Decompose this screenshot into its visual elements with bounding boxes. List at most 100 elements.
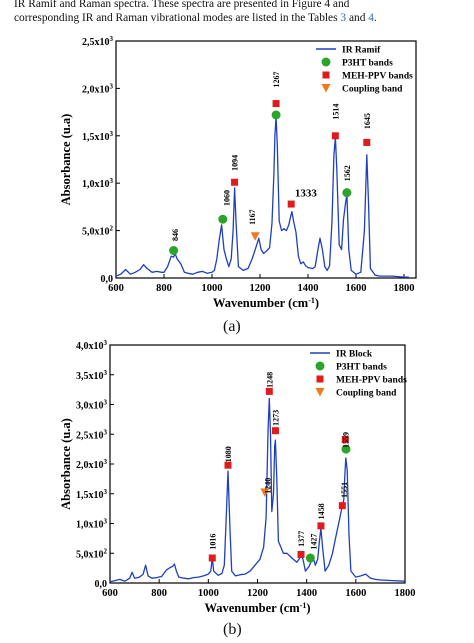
- x-tick-label: 1000: [202, 283, 223, 294]
- p3ht-band-marker: [315, 361, 325, 371]
- y-tick-label: 3,0x103: [76, 399, 108, 412]
- p3ht-band-marker: [169, 246, 179, 256]
- meh-ppv-band-marker: [338, 502, 346, 510]
- peak-label: 1458: [317, 503, 326, 519]
- x-tick-label: 1200: [250, 283, 271, 294]
- peak-label: 1514: [331, 104, 340, 120]
- plot-frame: [115, 40, 417, 279]
- y-tick-label: 1,0x103: [76, 518, 108, 531]
- y-tick-label: 2,0x103: [82, 82, 114, 95]
- y-tick-label: 0,0: [101, 274, 114, 285]
- peak-label: 1377: [297, 531, 306, 547]
- intro-line-2-mid: and: [346, 12, 369, 24]
- y-tick-label: 2,5x103: [76, 428, 108, 441]
- legend-entry-label: P3HT bands: [336, 363, 387, 373]
- peak-label: 1645: [363, 113, 372, 129]
- x-tick-label: 1000: [198, 588, 219, 599]
- peak-label: 1167: [248, 209, 257, 225]
- legend-entry-label: MEH-PPV bands: [342, 72, 413, 82]
- peak-label: 1248: [265, 372, 274, 388]
- meh-ppv-band-marker: [316, 375, 324, 383]
- chart-ir-ramif: 600 800 1000 1200 1400 1600 1800 0,0 5,0x102 1,0x…: [59, 35, 417, 310]
- y-tick-label: 1,5x103: [82, 130, 114, 143]
- p3ht-band-marker: [218, 214, 228, 224]
- y-axis-label: Absorbance (u.a): [59, 418, 73, 510]
- p3ht-band-marker: [321, 57, 331, 67]
- peak-label: 1240: [263, 478, 272, 494]
- y-tick-label: 2,0x103: [76, 458, 108, 471]
- x-tick-label: 1400: [296, 588, 317, 599]
- legend-entry-label: Coupling band: [342, 85, 403, 95]
- peak-label: 846: [171, 229, 180, 241]
- intro-line-1: IR Ramif and Raman spectra. These spectr…: [14, 0, 350, 10]
- y-tick-label: 5,0x102: [76, 547, 108, 560]
- peak-label: 1562: [343, 165, 352, 181]
- peak-label: 1016: [208, 534, 217, 550]
- meh-ppv-band-marker: [287, 200, 295, 208]
- meh-ppv-band-marker: [231, 178, 239, 186]
- peak-label: 1427: [309, 534, 318, 550]
- figure-caption-b: (b): [223, 621, 242, 638]
- peak-label: 1551: [340, 482, 349, 498]
- legend: IR Ramif P3HT bands MEH-PPV bands Coupling …: [316, 46, 413, 95]
- chart-ir-block: 600 800 1000 1200 1400 1600 1800 0,0 5,0x102 1,0x…: [59, 340, 416, 615]
- peak-label: 1267: [272, 71, 281, 87]
- table-reference-link[interactable]: 4: [368, 12, 374, 24]
- peak-label: 1080: [224, 446, 233, 462]
- meh-ppv-band-marker: [272, 100, 280, 108]
- meh-ppv-band-marker: [322, 71, 330, 79]
- meh-ppv-band-marker: [271, 427, 279, 435]
- y-tick-label: 1,0x103: [82, 177, 114, 190]
- peak-label: 1333: [295, 187, 318, 199]
- meh-ppv-band-marker: [331, 132, 339, 140]
- x-tick-label: 1200: [247, 588, 268, 599]
- legend-entry-label: IR Ramif: [342, 46, 381, 56]
- legend-entry-label: Coupling band: [336, 389, 397, 399]
- peak-label: 1273: [271, 410, 280, 426]
- y-tick-label: 2,5x103: [82, 35, 114, 48]
- figure-caption-a: (a): [223, 318, 241, 335]
- x-tick-label: 1600: [346, 283, 367, 294]
- peak-label: 1094: [231, 155, 240, 171]
- intro-line-2: corresponding IR and Raman vibrational m…: [14, 11, 474, 25]
- legend: IR Block P3HT bands MEH-PPV bands Coupling …: [310, 350, 407, 399]
- y-tick-label: 0,0: [95, 579, 108, 590]
- x-tick-label: 1800: [394, 283, 415, 294]
- meh-ppv-band-marker: [265, 387, 273, 395]
- meh-ppv-band-marker: [224, 461, 232, 469]
- meh-ppv-band-marker: [317, 522, 325, 530]
- x-tick-label: 600: [108, 283, 124, 294]
- peak-label: 1559: [342, 432, 351, 448]
- x-tick-label: 800: [156, 283, 172, 294]
- spectrum-line: [116, 116, 409, 278]
- x-tick-label: 800: [151, 588, 167, 599]
- x-tick-label: 600: [102, 588, 118, 599]
- y-axis-label: Absorbance (u.a): [59, 114, 73, 206]
- x-tick-label: 1800: [395, 588, 416, 599]
- p3ht-band-marker: [342, 188, 352, 198]
- intro-line-2-start: corresponding IR and Raman vibrational m…: [14, 12, 341, 24]
- legend-entry-label: P3HT bands: [342, 59, 393, 69]
- coupling-band-marker: [321, 84, 331, 93]
- y-tick-label: 5,0x102: [82, 225, 114, 238]
- x-axis-label: Wavenumber (cm-1): [213, 296, 319, 310]
- y-tick-label: 4,0x103: [76, 340, 108, 352]
- table-reference-link[interactable]: 3: [340, 12, 347, 24]
- x-tick-label: 1400: [298, 283, 319, 294]
- legend-entry-label: MEH-PPV bands: [336, 376, 407, 386]
- peak-label: 1060: [222, 190, 231, 206]
- spectrum-line: [110, 397, 405, 583]
- x-axis-label: Wavenumber (cm-1): [204, 601, 310, 615]
- coupling-band-marker: [250, 232, 260, 241]
- coupling-band-marker: [315, 388, 325, 397]
- meh-ppv-band-marker: [208, 554, 216, 562]
- intro-line-2-end: .: [373, 12, 377, 24]
- p3ht-band-marker: [305, 553, 315, 563]
- legend-entry-label: IR Block: [336, 350, 373, 360]
- x-tick-label: 1600: [345, 588, 366, 599]
- p3ht-band-marker: [271, 110, 281, 120]
- meh-ppv-band-marker: [341, 436, 349, 444]
- p3ht-band-marker: [341, 444, 351, 454]
- y-tick-label: 1,5x103: [76, 488, 108, 501]
- intro-text: IR Ramif and Raman spectra. These spectr…: [14, 0, 474, 25]
